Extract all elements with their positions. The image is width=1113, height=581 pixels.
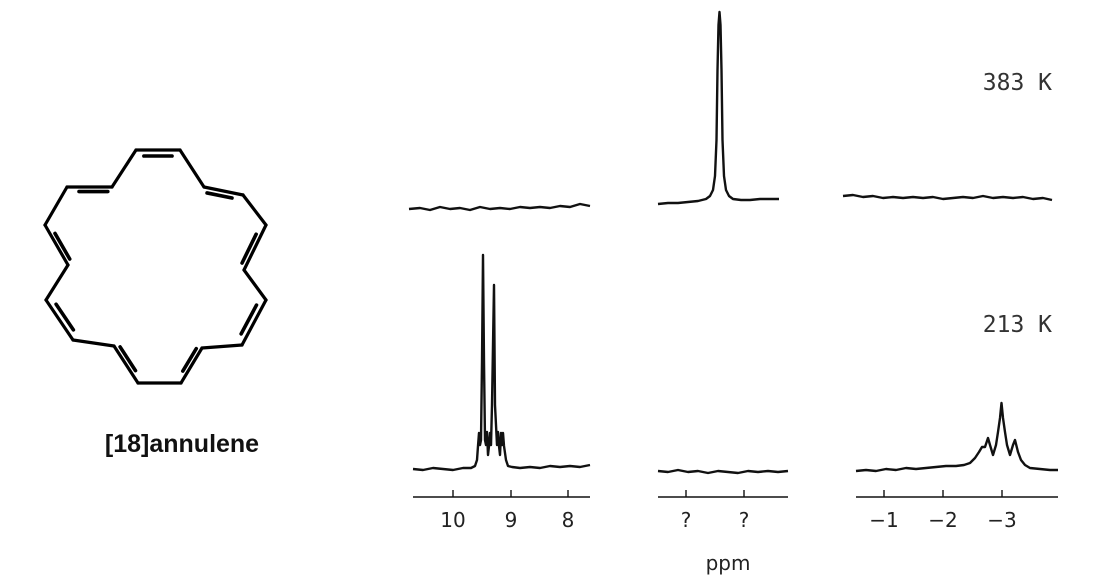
ring-bond	[202, 185, 245, 197]
compound-name: [18]annulene	[105, 430, 259, 458]
tick-label: −2	[928, 508, 957, 532]
temperature-label-low: 213 K	[983, 312, 1052, 338]
tick-label: 10	[440, 508, 465, 532]
trace-383k-left	[408, 202, 591, 212]
trace-383k-right	[842, 193, 1053, 202]
ring-bond	[241, 193, 268, 227]
ring-bond	[44, 263, 70, 302]
trace-383k-middle-peak	[657, 10, 779, 206]
ring-bond	[178, 148, 206, 189]
double-bond-line	[118, 345, 138, 373]
double-bonds	[53, 154, 259, 373]
ring-bond	[43, 223, 70, 267]
ring-bond	[110, 148, 138, 189]
ring-bond	[179, 346, 204, 385]
annulene-structure: [18]annulene	[43, 148, 268, 458]
double-bond-line	[53, 231, 72, 261]
ring-bond	[200, 343, 244, 350]
double-bond-line	[205, 191, 234, 200]
ring-bond	[44, 298, 75, 342]
tick-label: 9	[505, 508, 518, 532]
tick-label: −1	[869, 508, 898, 532]
trace-213k-middle	[657, 468, 789, 475]
tick-label: 8	[562, 508, 575, 532]
ring-bond	[112, 344, 140, 385]
ring-bond	[242, 268, 268, 302]
double-bond-line	[240, 232, 258, 265]
x-axis: 10 9 8 ? ? −1 −2 −3 ppm	[413, 490, 1058, 575]
ring-bond	[240, 298, 268, 347]
spectrum-383k	[408, 10, 1053, 212]
x-axis-title: ppm	[706, 551, 751, 575]
ring-bonds	[43, 148, 268, 385]
ring-bond	[43, 185, 69, 227]
trace-213k-left-doublet	[412, 253, 591, 472]
tick-label: ?	[681, 508, 692, 532]
double-bond-line	[239, 303, 259, 336]
tick-label: −3	[987, 508, 1016, 532]
double-bond-line	[181, 346, 199, 373]
trace-213k-right-multiplet	[855, 401, 1058, 473]
tick-label: ?	[739, 508, 750, 532]
ring-bond	[242, 223, 268, 272]
spectrum-213k	[412, 253, 1058, 475]
double-bond-line	[54, 302, 76, 332]
ring-bond	[71, 338, 116, 348]
temperature-label-high: 383 K	[983, 70, 1052, 96]
